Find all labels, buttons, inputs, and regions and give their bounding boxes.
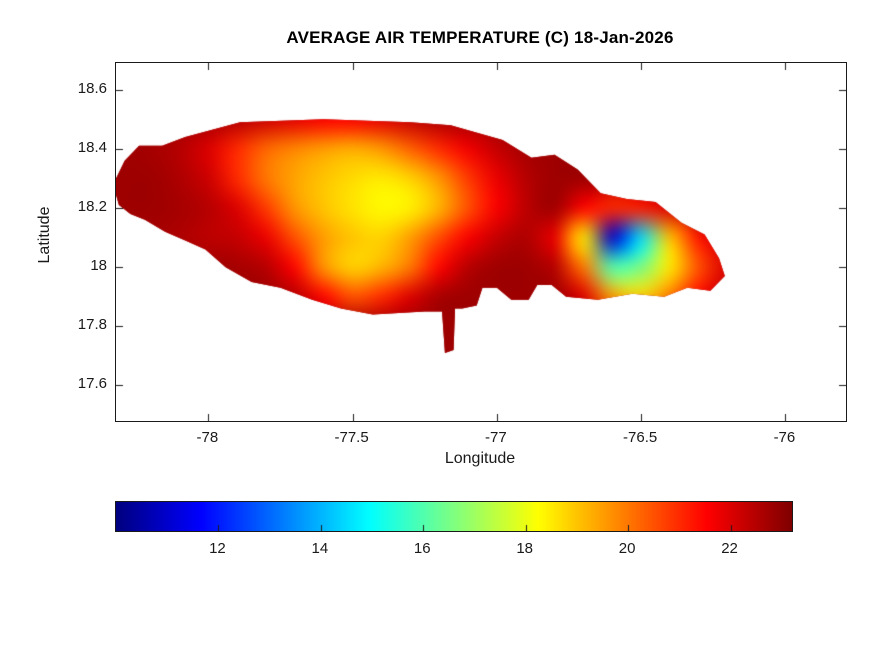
plot-area bbox=[115, 62, 847, 422]
x-tick-label: -77 bbox=[485, 429, 507, 446]
colorbar-tick-label: 12 bbox=[209, 540, 226, 557]
y-tick-label: 18.2 bbox=[77, 197, 107, 215]
colorbar bbox=[115, 501, 793, 532]
colorbar-tick-label: 18 bbox=[516, 540, 534, 557]
colorbar-tick-label: 20 bbox=[618, 540, 636, 557]
y-tick-label: 17.6 bbox=[77, 375, 107, 393]
y-tick-label: 17.8 bbox=[77, 316, 107, 334]
y-tick-label: 18.6 bbox=[77, 79, 107, 97]
colorbar-canvas bbox=[116, 502, 792, 531]
x-tick-label: -76.5 bbox=[623, 429, 658, 446]
colorbar-tick-label: 14 bbox=[311, 540, 329, 557]
map-canvas bbox=[116, 63, 846, 421]
y-tick-label: 18 bbox=[90, 257, 107, 275]
y-tick-label: 18.4 bbox=[77, 138, 107, 156]
colorbar-tick-label: 22 bbox=[721, 540, 738, 557]
colorbar-tick-label: 16 bbox=[413, 540, 431, 557]
x-tick-label: -76 bbox=[773, 429, 796, 446]
x-axis-label: Longitude bbox=[444, 450, 516, 467]
x-tick-label: -78 bbox=[196, 429, 219, 446]
chart-title: AVERAGE AIR TEMPERATURE (C) 18-Jan-2026 bbox=[286, 28, 674, 47]
x-tick-label: -77.5 bbox=[334, 429, 369, 446]
y-axis-label: Latitude bbox=[36, 206, 53, 264]
